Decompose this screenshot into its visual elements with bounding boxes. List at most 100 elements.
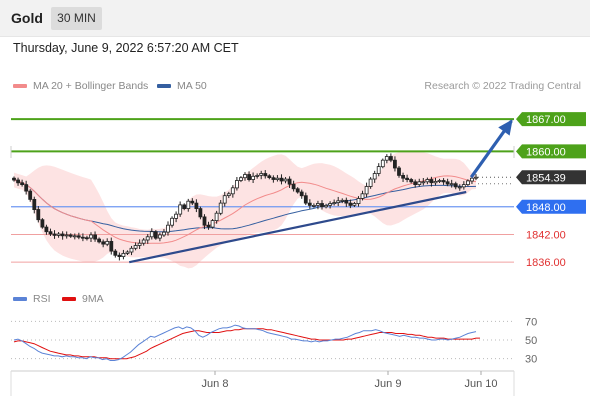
candle-body [397,167,401,176]
candle-body [206,224,211,228]
candle-body [425,179,430,183]
candle-body [417,181,422,186]
level-label-pivot-3: 1848.00 [526,202,566,214]
candle-body [429,179,434,184]
candle-body [105,240,110,245]
candle-body [113,250,118,256]
candle-body [251,175,256,180]
candle-body [226,193,231,197]
candle-body [121,252,126,257]
candle-body [465,180,470,185]
candle-body [222,195,227,204]
candle-body [48,231,53,235]
candle-body [360,193,365,199]
candle-body [64,234,69,237]
legend-label-9ma: 9MA [82,293,104,305]
legend-label-ma50: MA 50 [177,80,207,92]
candle-body [275,177,280,180]
candle-body [230,187,235,195]
candle-body [44,226,49,233]
legend-item-ma50: MA 50 [157,80,207,92]
instrument-title: Gold [11,10,43,26]
candle-body [182,204,187,209]
candle-body [145,236,150,241]
candle-body [295,188,300,193]
candle-body [52,233,57,236]
candle-body [234,180,239,189]
timeframe-badge[interactable]: 30 MIN [51,7,102,30]
candle-body [271,177,276,180]
candle-body [299,191,304,197]
header-bar: Gold 30 MIN [0,0,590,37]
candle-body [320,203,324,208]
candle-body [210,220,215,228]
candle-body [89,234,93,239]
candle-body [68,234,73,237]
candle-body [161,231,166,236]
x-label-2: Jun 10 [464,378,497,390]
legend-swatch-ma50 [157,84,171,88]
chart-datetime: Thursday, June 9, 2022 6:57:20 AM CET [13,41,239,55]
legend-label-ma20: MA 20 + Bollinger Bands [33,80,149,92]
candle-body [178,204,183,215]
candle-body [311,204,316,207]
candle-body [328,203,333,206]
candle-body [303,195,308,204]
candle-body [368,178,373,187]
rsi-9ma-line [13,328,480,360]
x-label-0: Jun 8 [202,378,229,390]
candle-body [32,198,37,210]
candle-body [60,233,65,237]
candle-body [279,177,284,182]
candle-body [85,237,89,240]
candle-body [36,209,41,221]
level-label-resistance-0: 1867.00 [526,114,566,126]
level-tag-resistance-1 [516,144,586,159]
candle-body [263,173,268,177]
legend-swatch-rsi [13,297,27,301]
rsi-legend-item: RSI [13,293,51,305]
candle-body [356,198,361,204]
candle-body [380,159,385,168]
candle-body [364,186,369,195]
candle-body [16,179,21,184]
candle-body [336,200,341,204]
bollinger-band [14,151,476,269]
candle-body [453,183,458,188]
legend-swatch-ma20 [13,84,27,88]
legend-label-rsi: RSI [33,293,51,305]
candle-body [72,235,77,238]
level-tag-resistance-0 [516,112,586,127]
candle-body [153,231,158,239]
candle-body [81,236,85,239]
level-label-support-5: 1836.00 [526,257,566,269]
candle-body [469,177,474,182]
candle-body [291,183,296,190]
candle-body [93,234,97,240]
forecast-arrow-head [498,119,513,136]
candle-body [149,231,154,238]
candle-body [457,186,462,189]
candle-body [255,174,260,177]
support-trendline [128,190,467,264]
candle-body [283,178,288,182]
legend-item-ma20-bollinger: MA 20 + Bollinger Bands [13,80,148,92]
candle-body [247,174,252,180]
candle-body [28,190,33,200]
candle-body [388,156,393,161]
candle-body [401,174,406,179]
candle-body [190,200,195,204]
candle-body [384,156,389,161]
candle-body [133,245,138,249]
candle-body [413,181,418,186]
candle-body [101,241,106,245]
candle-body [324,204,329,208]
candle-body [137,242,142,246]
candle-body [97,238,101,243]
candle-body [109,240,114,252]
candle-body [441,180,446,183]
candle-body [194,202,199,210]
candle-body [214,212,219,221]
candle-body [372,173,377,180]
